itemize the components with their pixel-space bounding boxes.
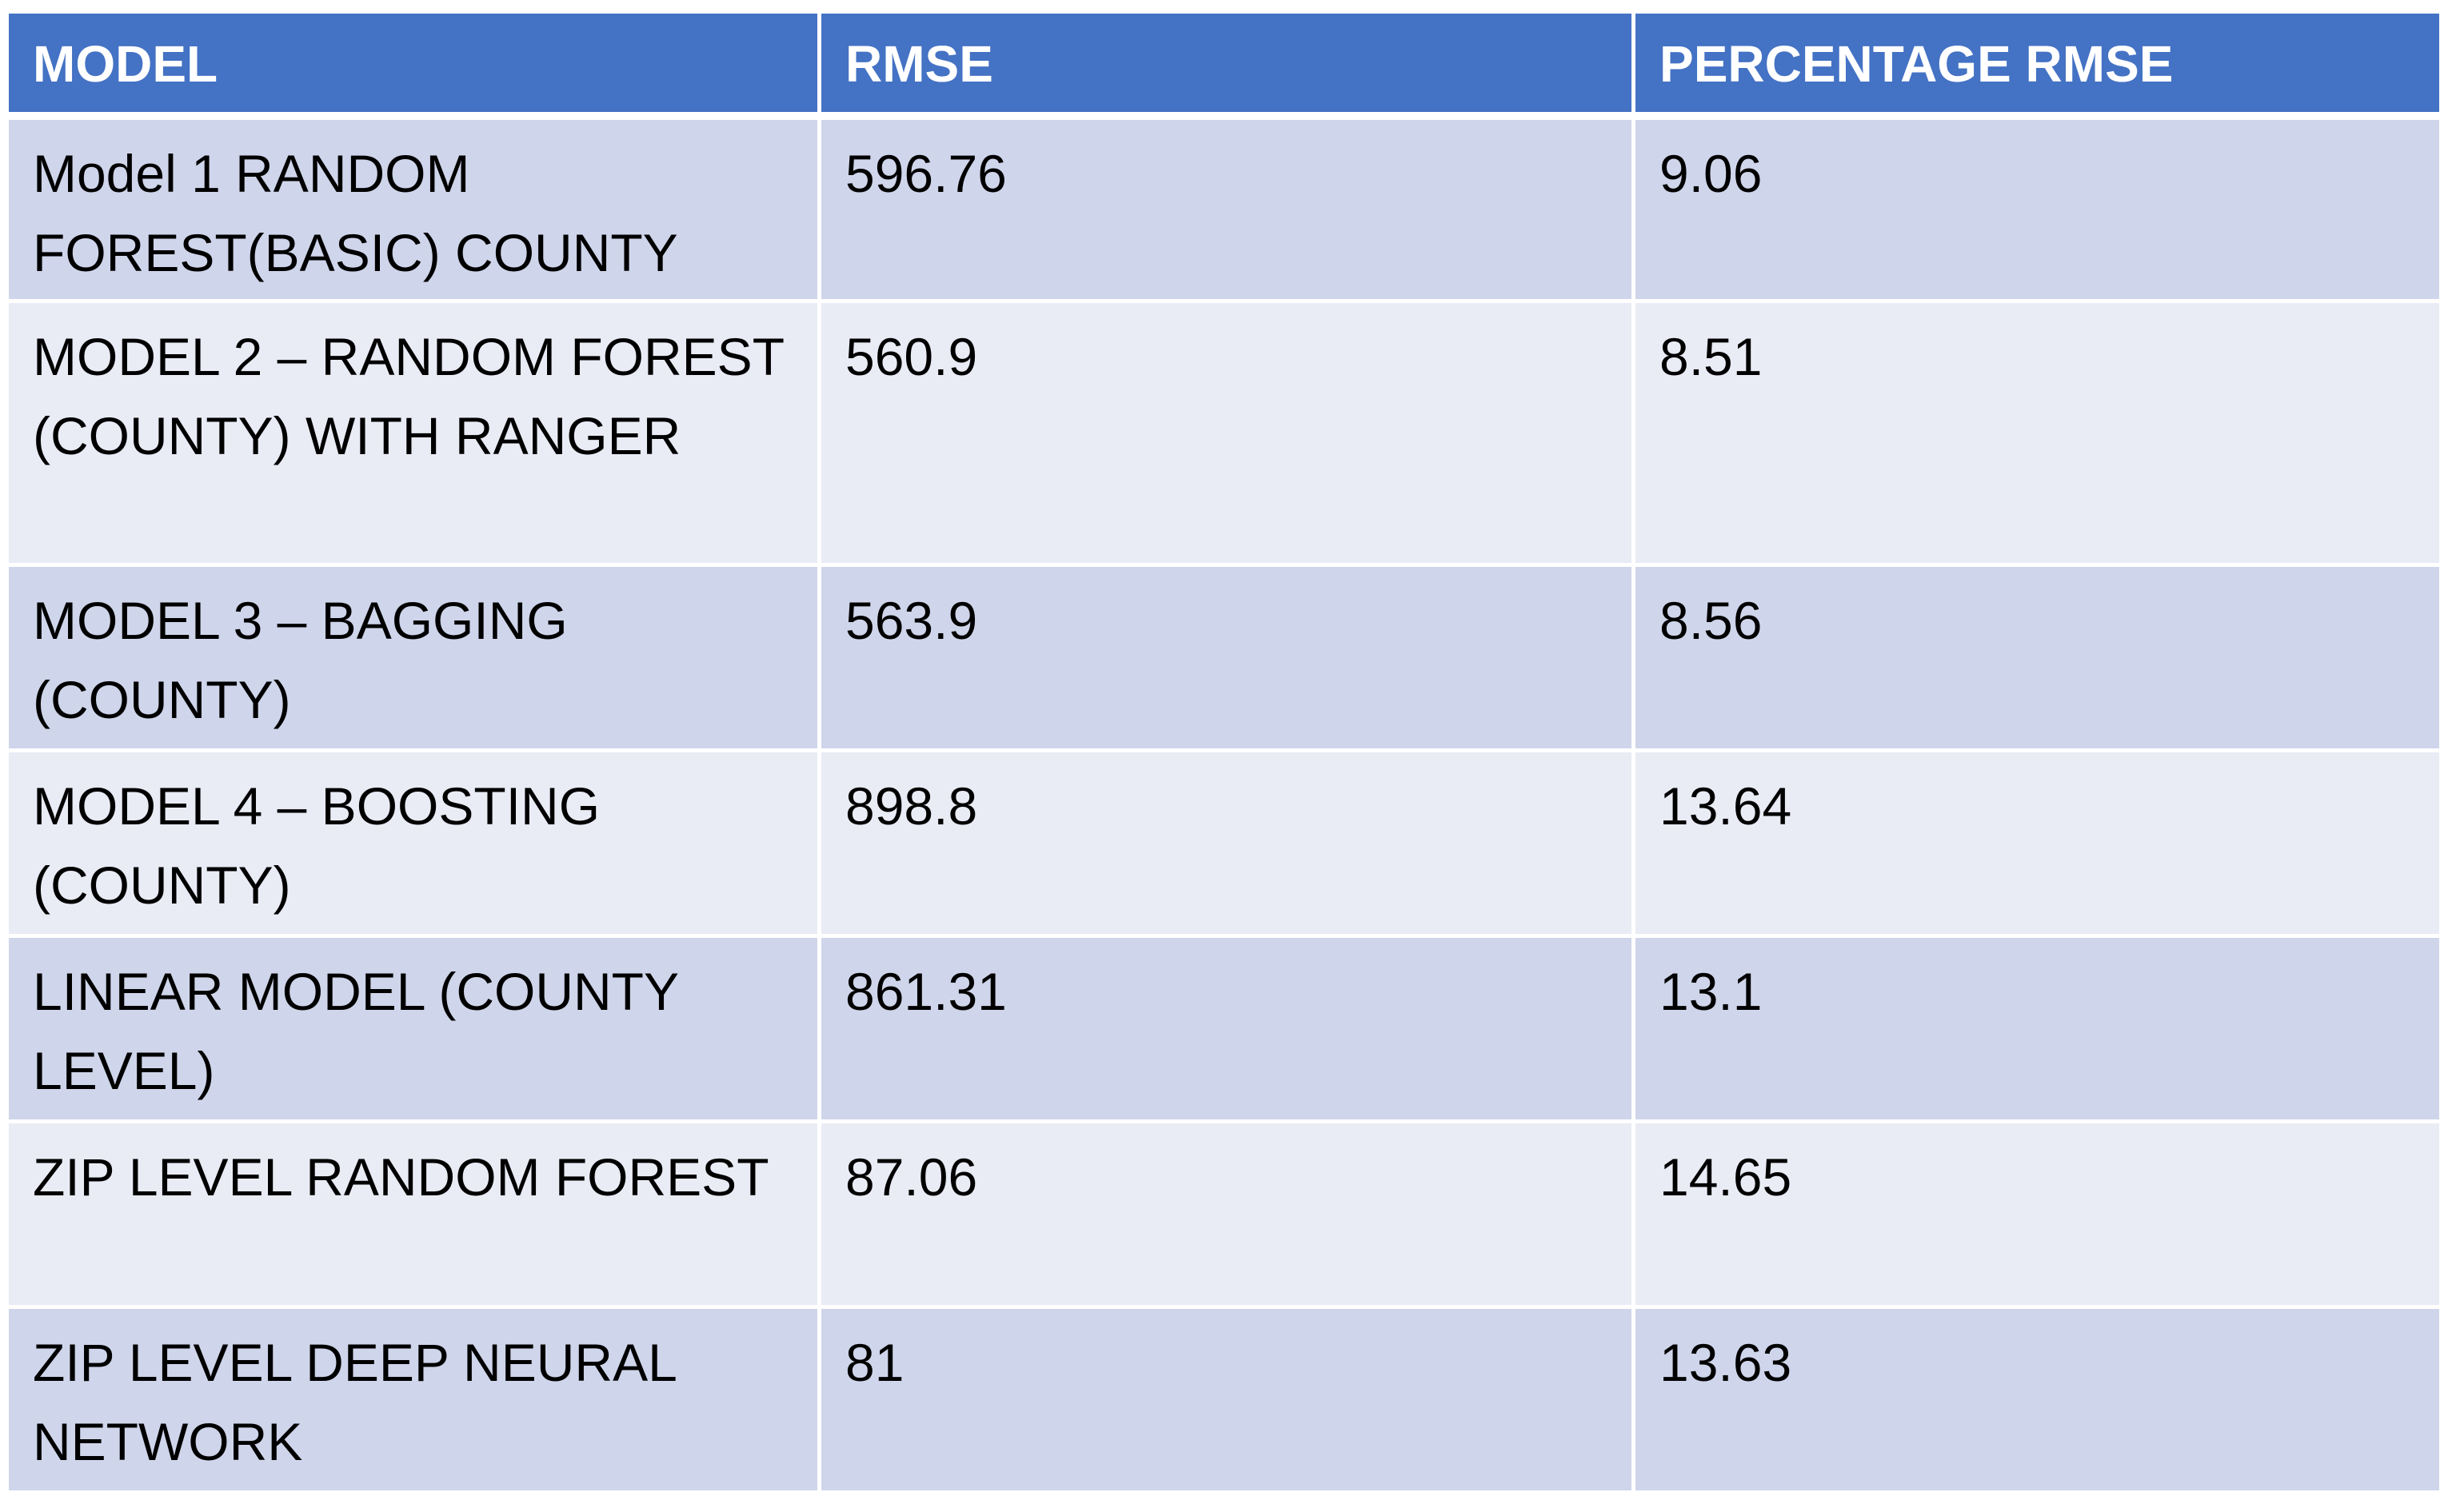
percentage-rmse-cell: 13.63: [1634, 1307, 2442, 1493]
rmse-cell: 560.9: [820, 301, 1634, 565]
model-cell: MODEL 4 – BOOSTING (COUNTY): [7, 751, 820, 936]
table-row: MODEL 2 – RANDOM FOREST (COUNTY) WITH RA…: [7, 301, 2442, 565]
model-cell: Model 1 RANDOM FOREST(BASIC) COUNTY: [7, 116, 820, 301]
rmse-cell: 861.31: [820, 936, 1634, 1122]
table-row: ZIP LEVEL RANDOM FOREST 87.06 14.65: [7, 1122, 2442, 1307]
percentage-rmse-cell: 13.1: [1634, 936, 2442, 1122]
table-row: MODEL 4 – BOOSTING (COUNTY) 898.8 13.64: [7, 751, 2442, 936]
rmse-cell: 87.06: [820, 1122, 1634, 1307]
table-header-row: MODEL RMSE PERCENTAGE RMSE: [7, 12, 2442, 116]
model-cell: LINEAR MODEL (COUNTY LEVEL): [7, 936, 820, 1122]
rmse-cell: 81: [820, 1307, 1634, 1493]
rmse-cell: 898.8: [820, 751, 1634, 936]
table-row: ZIP LEVEL DEEP NEURAL NETWORK 81 13.63: [7, 1307, 2442, 1493]
percentage-rmse-cell: 8.51: [1634, 301, 2442, 565]
header-rmse: RMSE: [820, 12, 1634, 116]
results-table-container: MODEL RMSE PERCENTAGE RMSE Model 1 RANDO…: [5, 10, 2439, 1494]
rmse-cell: 596.76: [820, 116, 1634, 301]
model-cell: MODEL 2 – RANDOM FOREST (COUNTY) WITH RA…: [7, 301, 820, 565]
model-cell: ZIP LEVEL RANDOM FOREST: [7, 1122, 820, 1307]
table-row: LINEAR MODEL (COUNTY LEVEL) 861.31 13.1: [7, 936, 2442, 1122]
table-row: MODEL 3 – BAGGING (COUNTY) 563.9 8.56: [7, 565, 2442, 751]
model-rmse-table: MODEL RMSE PERCENTAGE RMSE Model 1 RANDO…: [5, 10, 2443, 1494]
percentage-rmse-cell: 14.65: [1634, 1122, 2442, 1307]
model-cell: MODEL 3 – BAGGING (COUNTY): [7, 565, 820, 751]
header-model: MODEL: [7, 12, 820, 116]
model-cell: ZIP LEVEL DEEP NEURAL NETWORK: [7, 1307, 820, 1493]
percentage-rmse-cell: 9.06: [1634, 116, 2442, 301]
rmse-cell: 563.9: [820, 565, 1634, 751]
header-percentage-rmse: PERCENTAGE RMSE: [1634, 12, 2442, 116]
table-row: Model 1 RANDOM FOREST(BASIC) COUNTY 596.…: [7, 116, 2442, 301]
percentage-rmse-cell: 13.64: [1634, 751, 2442, 936]
percentage-rmse-cell: 8.56: [1634, 565, 2442, 751]
